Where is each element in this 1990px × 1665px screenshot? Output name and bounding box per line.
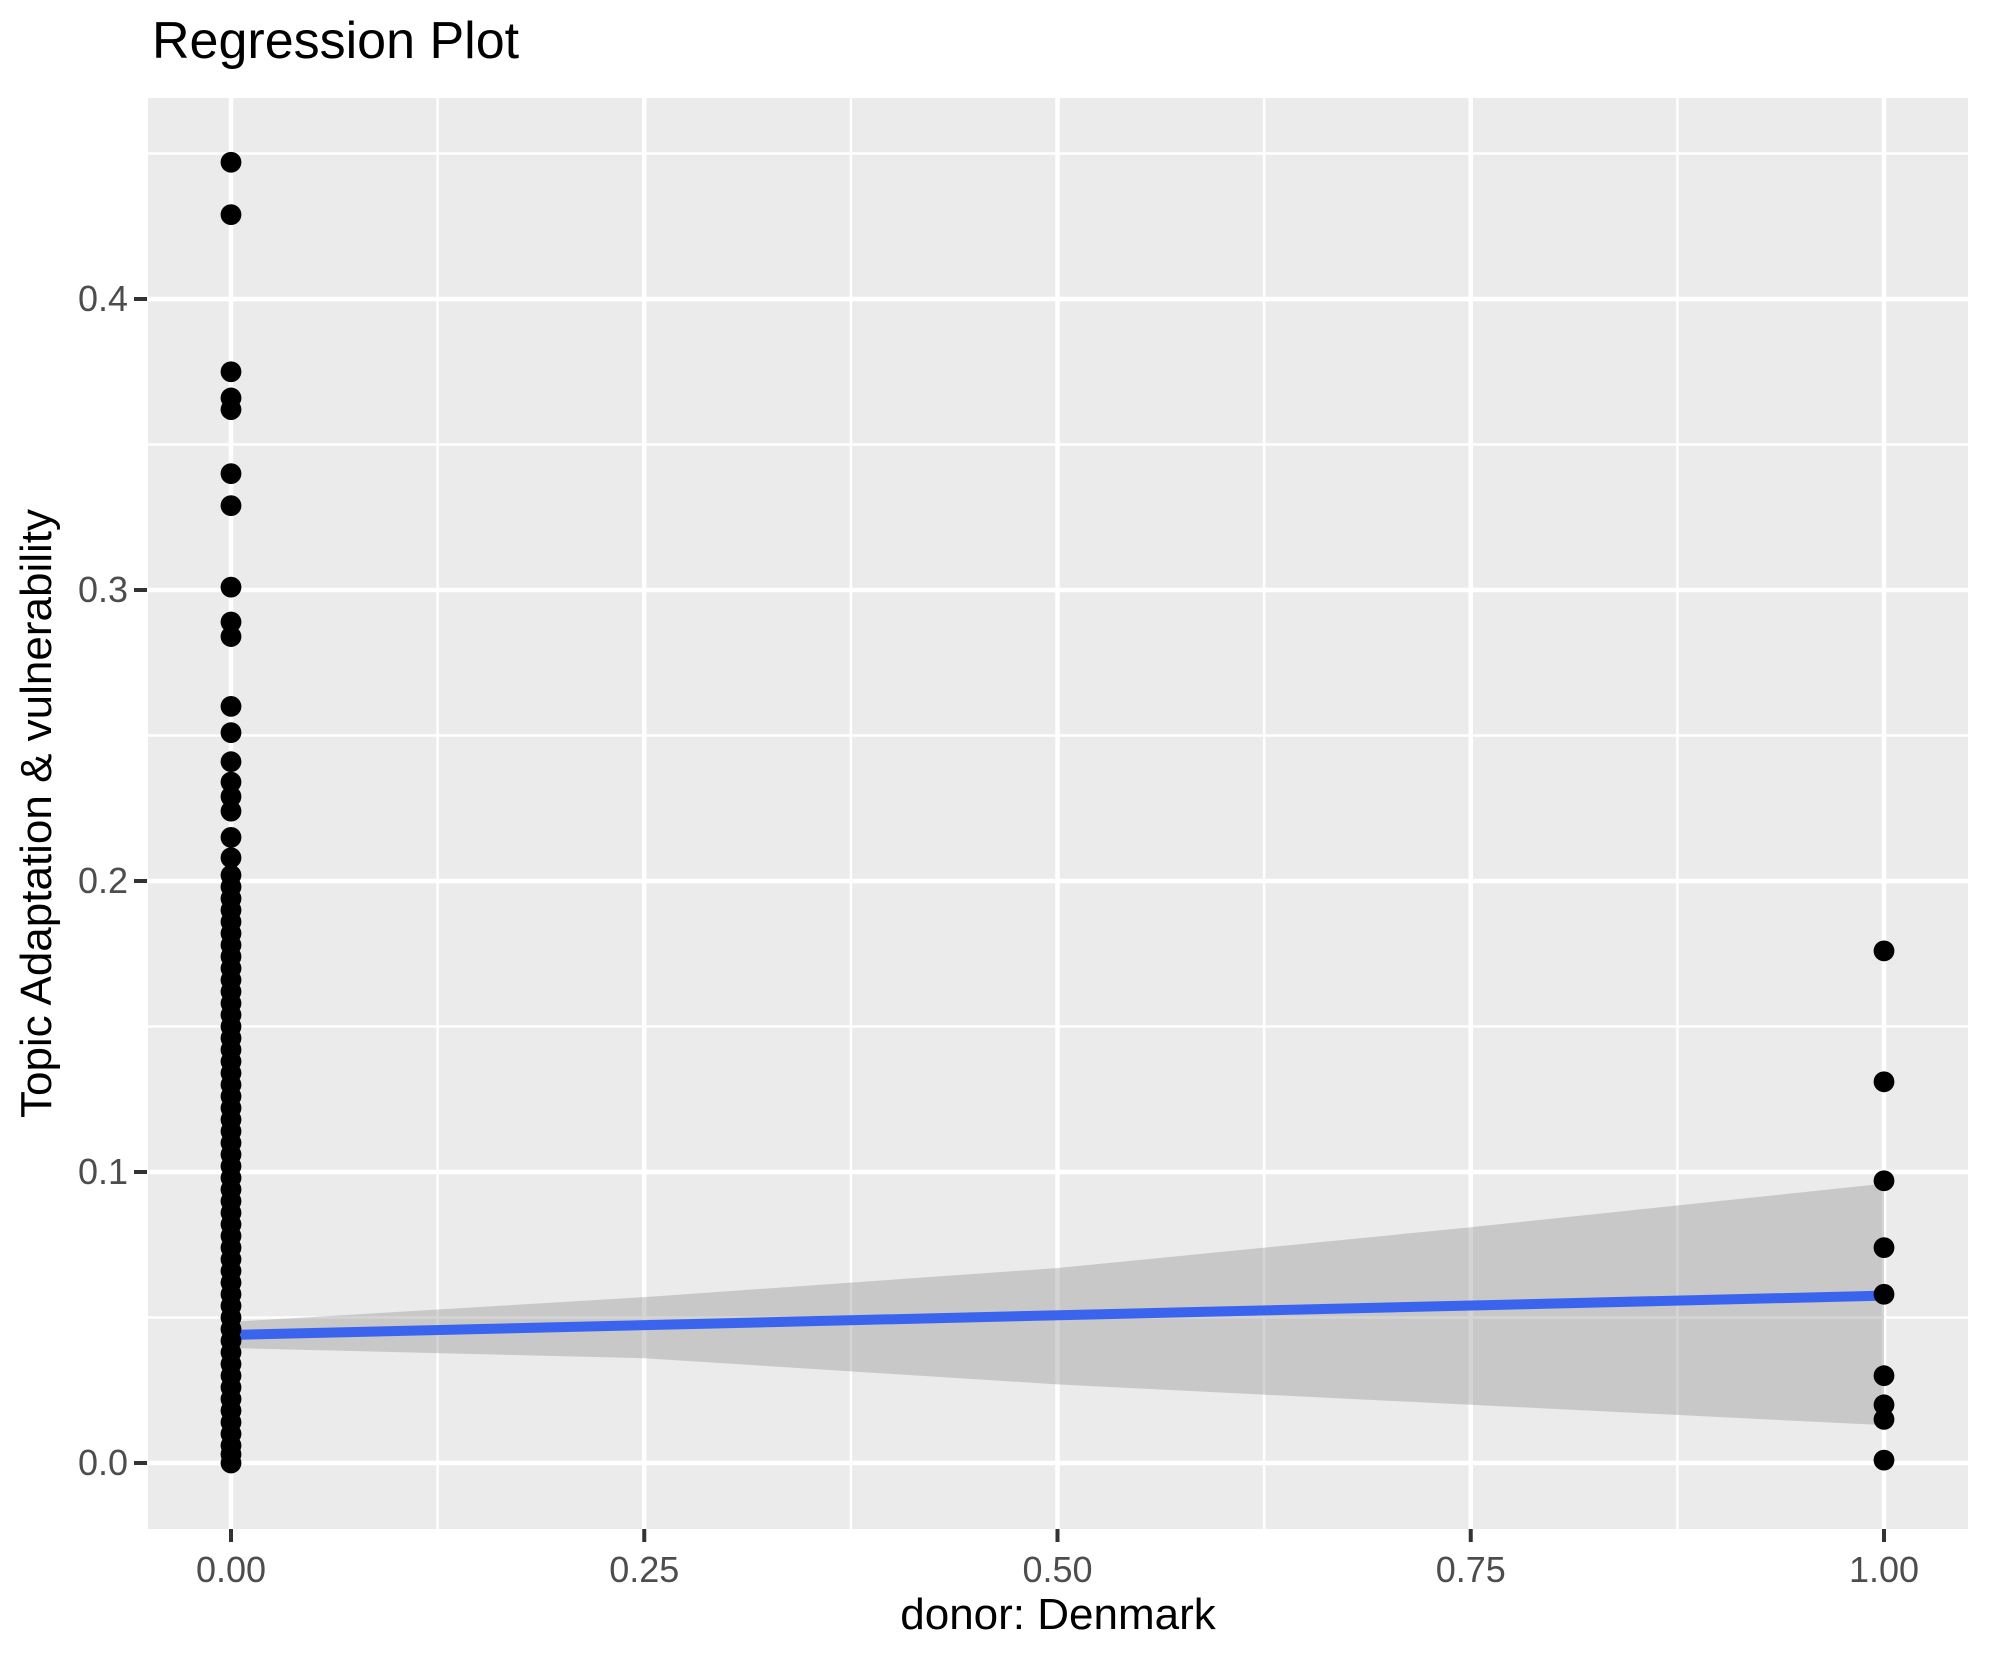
data-point (220, 576, 242, 598)
regression-line (230, 1290, 1885, 1340)
x-tick-label: 0.25 (609, 1549, 680, 1590)
data-point (220, 151, 242, 173)
x-tick-label: 0.50 (1022, 1549, 1093, 1590)
data-point (1873, 1365, 1895, 1387)
data-point (1873, 1449, 1895, 1471)
y-tick-label: 0.0 (77, 1442, 128, 1483)
data-point (220, 847, 242, 869)
x-tick-label: 0.00 (195, 1549, 267, 1590)
data-point (1873, 1237, 1895, 1259)
data-point (220, 495, 242, 517)
y-tick-label: 0.4 (77, 278, 128, 319)
data-point (220, 722, 242, 743)
data-point (1873, 940, 1895, 962)
data-point (1873, 1408, 1895, 1430)
data-point (1873, 1394, 1895, 1416)
data-point (220, 696, 242, 717)
data-point (220, 1452, 242, 1474)
data-point (220, 626, 242, 647)
data-point (220, 204, 242, 226)
data-point (1873, 1170, 1895, 1192)
data-point (220, 786, 242, 808)
y-tick-label: 0.1 (77, 1151, 128, 1192)
data-point (220, 826, 242, 848)
y-tick-label: 0.3 (77, 569, 128, 610)
data-point (220, 751, 242, 773)
data-point (220, 611, 242, 633)
x-tick-label: 1.00 (1848, 1549, 1920, 1590)
data-point (220, 771, 242, 793)
data-point (1873, 1283, 1895, 1305)
confidence-band (231, 1183, 1884, 1426)
chart-title: Regression Plot (152, 12, 520, 70)
data-point (1873, 1071, 1895, 1093)
x-axis-title: donor: Denmark (900, 1590, 1216, 1639)
data-point (220, 800, 242, 822)
x-tick-label: 0.75 (1435, 1549, 1506, 1590)
data-point (220, 463, 242, 484)
data-point (220, 361, 242, 383)
y-tick-label: 0.2 (77, 860, 128, 901)
data-point (220, 399, 242, 420)
